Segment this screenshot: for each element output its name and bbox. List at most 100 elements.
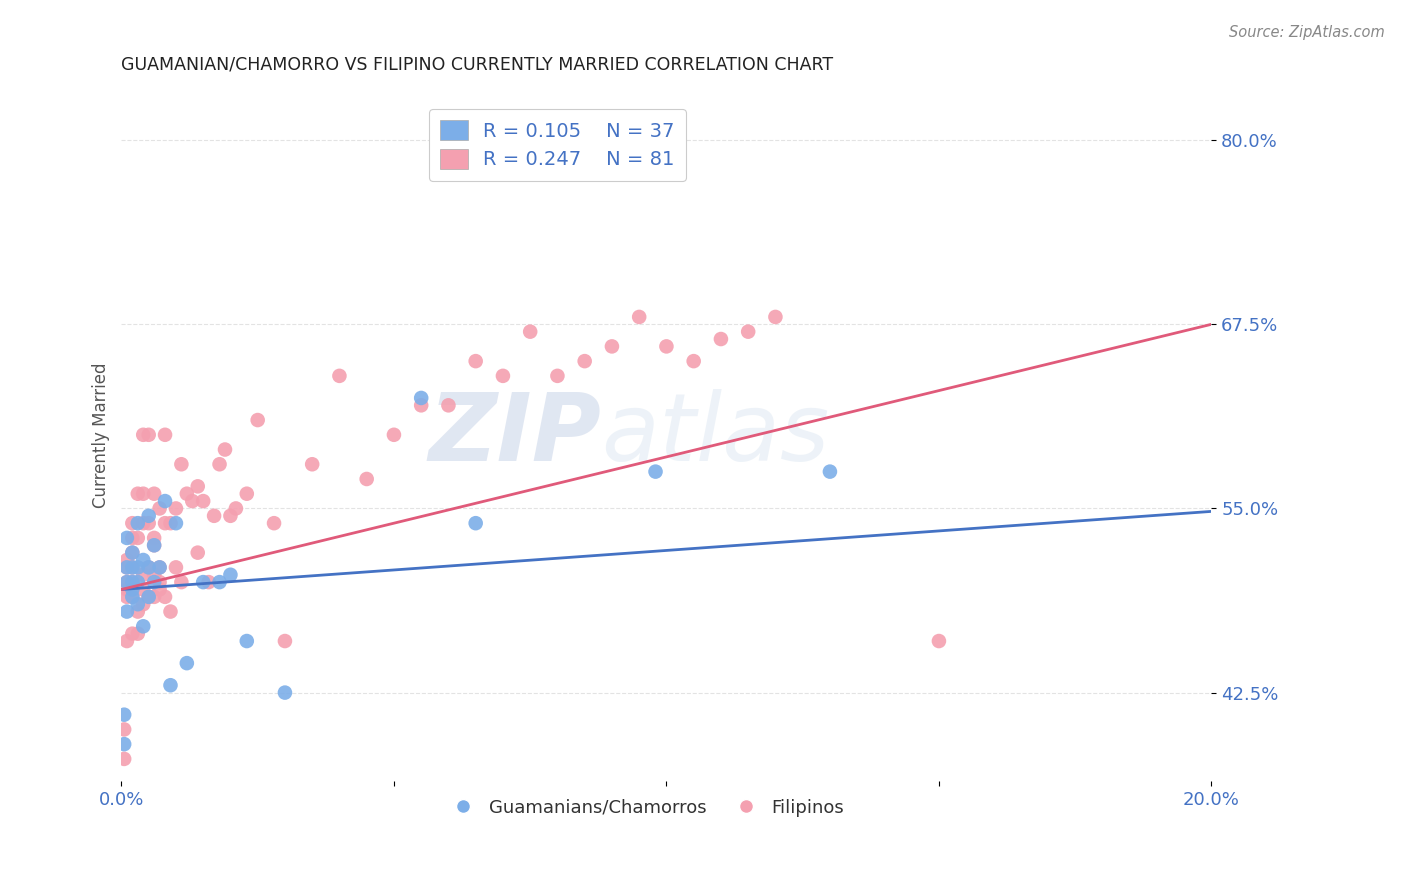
Point [115, 590, 138, 604]
Point [121, 590, 143, 604]
Point [138, 590, 160, 604]
Point [121, 516, 143, 531]
Point [165, 560, 187, 574]
Point [127, 560, 149, 574]
Point [193, 575, 215, 590]
Point [115, 553, 138, 567]
Point [115, 605, 138, 619]
Point [274, 685, 297, 699]
Point [301, 457, 323, 471]
Point [165, 516, 187, 531]
Point [197, 575, 219, 590]
Point [143, 567, 166, 582]
Point [153, 494, 176, 508]
Point [411, 398, 433, 412]
Point [115, 582, 138, 597]
Point [143, 590, 166, 604]
Point [574, 354, 596, 368]
Point [149, 575, 172, 590]
Point [236, 486, 259, 500]
Point [138, 516, 160, 531]
Point [121, 546, 143, 560]
Point [121, 560, 143, 574]
Point [121, 590, 143, 604]
Text: Source: ZipAtlas.com: Source: ZipAtlas.com [1229, 25, 1385, 40]
Point [159, 678, 181, 692]
Point [187, 479, 209, 493]
Text: GUAMANIAN/CHAMORRO VS FILIPINO CURRENTLY MARRIED CORRELATION CHART: GUAMANIAN/CHAMORRO VS FILIPINO CURRENTLY… [121, 55, 834, 73]
Text: atlas: atlas [600, 389, 830, 480]
Point [437, 398, 460, 412]
Point [655, 339, 678, 353]
Point [993, 781, 1015, 796]
Point [153, 427, 176, 442]
Point [710, 332, 733, 346]
Point [546, 368, 568, 383]
Point [170, 575, 193, 590]
Point [208, 575, 231, 590]
Point [132, 619, 155, 633]
Point [115, 560, 138, 574]
Point [149, 560, 172, 574]
Point [138, 560, 160, 574]
Y-axis label: Currently Married: Currently Married [93, 362, 110, 508]
Point [411, 391, 433, 405]
Point [176, 656, 198, 670]
Point [193, 494, 215, 508]
Point [356, 472, 378, 486]
Point [682, 354, 704, 368]
Point [132, 516, 155, 531]
Point [153, 516, 176, 531]
Point [492, 368, 515, 383]
Point [600, 339, 623, 353]
Point [153, 590, 176, 604]
Point [928, 634, 950, 648]
Point [219, 508, 242, 523]
Text: ZIP: ZIP [429, 389, 600, 481]
Point [132, 427, 155, 442]
Point [112, 737, 135, 751]
Legend: Guamanians/Chamorros, Filipinos: Guamanians/Chamorros, Filipinos [439, 791, 851, 824]
Point [170, 457, 193, 471]
Point [274, 634, 297, 648]
Point [382, 427, 405, 442]
Point [112, 707, 135, 722]
Point [115, 560, 138, 574]
Point [263, 516, 285, 531]
Point [127, 531, 149, 545]
Point [127, 575, 149, 590]
Point [132, 582, 155, 597]
Point [176, 486, 198, 500]
Point [737, 325, 759, 339]
Point [187, 546, 209, 560]
Point [121, 560, 143, 574]
Point [115, 634, 138, 648]
Point [143, 531, 166, 545]
Point [138, 560, 160, 574]
Point [159, 516, 181, 531]
Point [138, 590, 160, 604]
Point [328, 368, 350, 383]
Point [765, 310, 787, 324]
Point [644, 465, 666, 479]
Point [138, 427, 160, 442]
Point [132, 486, 155, 500]
Point [143, 486, 166, 500]
Point [112, 723, 135, 737]
Point [214, 442, 236, 457]
Point [115, 575, 138, 590]
Point [143, 575, 166, 590]
Point [181, 494, 204, 508]
Point [121, 575, 143, 590]
Point [138, 508, 160, 523]
Point [149, 582, 172, 597]
Point [132, 567, 155, 582]
Point [115, 575, 138, 590]
Point [121, 531, 143, 545]
Point [127, 486, 149, 500]
Point [149, 560, 172, 574]
Point [225, 501, 247, 516]
Point [159, 605, 181, 619]
Point [246, 413, 269, 427]
Point [165, 501, 187, 516]
